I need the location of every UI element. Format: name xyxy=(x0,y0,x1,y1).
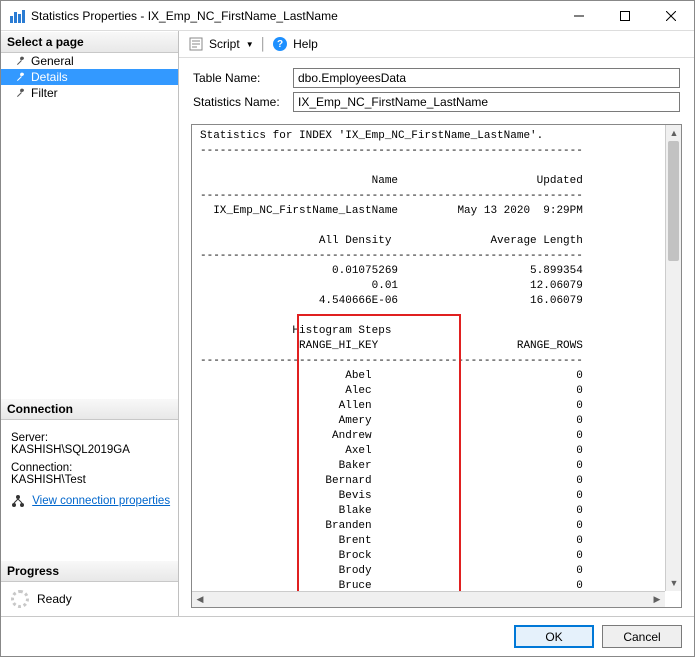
page-list: General Details Filter xyxy=(1,53,178,101)
maximize-button[interactable] xyxy=(602,1,648,31)
page-item-label: Filter xyxy=(31,86,58,100)
window-title: Statistics Properties - IX_Emp_NC_FirstN… xyxy=(31,9,556,23)
stats-name-input[interactable] xyxy=(293,92,680,112)
progress-state: Ready xyxy=(37,592,72,606)
stats-output-text[interactable]: Statistics for INDEX 'IX_Emp_NC_FirstNam… xyxy=(192,125,681,607)
select-page-header: Select a page xyxy=(1,31,178,53)
wrench-icon xyxy=(15,55,27,67)
stats-name-label: Statistics Name: xyxy=(193,95,293,109)
minimize-button[interactable] xyxy=(556,1,602,31)
toolbar: Script ▼ │ ? Help xyxy=(179,31,694,58)
scroll-down-icon[interactable]: ▼ xyxy=(666,575,682,591)
page-item-label: Details xyxy=(31,70,68,84)
right-pane: Script ▼ │ ? Help Table Name: Statistics… xyxy=(179,31,694,616)
progress-spinner-icon xyxy=(11,590,29,608)
scroll-left-icon[interactable]: ◀ xyxy=(192,592,208,608)
form-area: Table Name: Statistics Name: xyxy=(179,58,694,120)
script-icon xyxy=(189,37,203,51)
progress-body: Ready xyxy=(1,582,178,616)
vertical-scrollbar[interactable]: ▲ ▼ xyxy=(665,125,681,591)
app-icon xyxy=(9,8,25,24)
page-item-label: General xyxy=(31,54,74,68)
left-pane: Select a page General Details Filter Conne… xyxy=(1,31,179,616)
toolbar-separator: │ xyxy=(260,37,268,51)
cancel-button[interactable]: Cancel xyxy=(602,625,682,648)
connection-label: Connection: xyxy=(11,462,172,474)
ok-button[interactable]: OK xyxy=(514,625,594,648)
scroll-right-icon[interactable]: ▶ xyxy=(649,592,665,608)
connection-body: Server: KASHISH\SQL2019GA Connection: KA… xyxy=(1,420,178,514)
scroll-thumb[interactable] xyxy=(668,141,679,261)
window: Statistics Properties - IX_Emp_NC_FirstN… xyxy=(0,0,695,657)
wrench-icon xyxy=(15,87,27,99)
page-item-filter[interactable]: Filter xyxy=(1,85,178,101)
titlebar: Statistics Properties - IX_Emp_NC_FirstN… xyxy=(1,1,694,31)
server-value: KASHISH\SQL2019GA xyxy=(11,444,172,456)
view-connection-properties-link[interactable]: View connection properties xyxy=(32,495,170,507)
page-item-details[interactable]: Details xyxy=(1,69,178,85)
close-button[interactable] xyxy=(648,1,694,31)
footer: OK Cancel xyxy=(1,616,694,656)
network-icon xyxy=(11,494,25,508)
help-button[interactable]: Help xyxy=(293,37,318,51)
stats-output-box: Statistics for INDEX 'IX_Emp_NC_FirstNam… xyxy=(191,124,682,608)
table-name-label: Table Name: xyxy=(193,71,293,85)
script-button[interactable]: Script xyxy=(209,37,240,51)
progress-header: Progress xyxy=(1,560,178,582)
scroll-up-icon[interactable]: ▲ xyxy=(666,125,682,141)
wrench-icon xyxy=(15,71,27,83)
server-label: Server: xyxy=(11,432,172,444)
help-icon: ? xyxy=(273,37,287,51)
script-dropdown-icon[interactable]: ▼ xyxy=(246,40,254,49)
page-item-general[interactable]: General xyxy=(1,53,178,69)
horizontal-scrollbar[interactable]: ◀ ▶ xyxy=(192,591,665,607)
connection-value: KASHISH\Test xyxy=(11,474,172,486)
table-name-input[interactable] xyxy=(293,68,680,88)
connection-header: Connection xyxy=(1,398,178,420)
